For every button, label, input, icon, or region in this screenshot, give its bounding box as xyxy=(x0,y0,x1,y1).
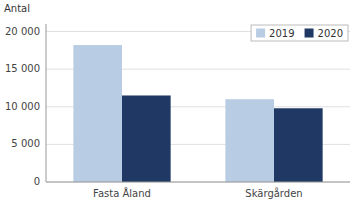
legend-label: 2020 xyxy=(318,28,343,39)
bar xyxy=(225,99,274,182)
legend-box xyxy=(251,25,348,41)
grid-line xyxy=(46,182,350,183)
legend-swatch xyxy=(305,29,314,38)
chart-container: 0 5 000 10 000 15 000 20 000 Antal Fasta Åland… xyxy=(0,0,358,204)
y-tick-label: 5 000 xyxy=(11,138,40,149)
legend-swatch xyxy=(256,29,265,38)
x-tick-label: Skärgården xyxy=(245,187,302,199)
legend: 2019 2020 xyxy=(251,25,348,41)
bar xyxy=(274,108,323,182)
y-tick-label: 10 000 xyxy=(5,101,40,112)
y-axis-line xyxy=(46,24,47,182)
y-tick-label: 15 000 xyxy=(5,63,40,74)
bars xyxy=(73,45,322,182)
y-tick-label: 0 xyxy=(34,176,40,187)
x-axis-line xyxy=(46,182,350,183)
x-tick-label: Fasta Åland xyxy=(93,187,151,199)
grid xyxy=(46,32,350,182)
legend-label: 2019 xyxy=(269,28,294,39)
chart: 0 5 000 10 000 15 000 20 000 Antal Fasta Åland… xyxy=(0,0,358,204)
bar xyxy=(122,95,171,182)
bar xyxy=(73,45,122,182)
y-axis-label: Antal xyxy=(4,3,30,14)
y-tick-label: 20 000 xyxy=(5,26,40,37)
